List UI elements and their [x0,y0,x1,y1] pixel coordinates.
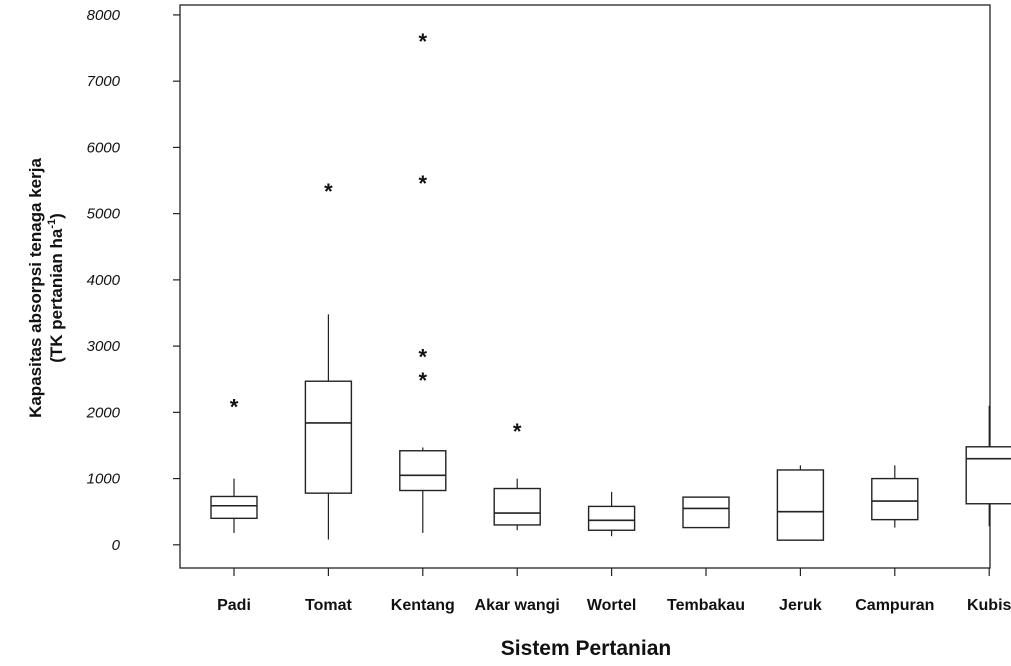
y-tick-label: 3000 [87,338,121,355]
y-tick-label: 0 [112,537,121,554]
outlier-marker: * [513,419,522,444]
y-axis: 0 1000 2000 3000 4000 5000 6000 7000 8000 [86,7,180,554]
x-tick-label: Campuran [855,597,934,614]
x-tick-label: Kubis [967,597,1011,614]
y-tick-label: 8000 [87,7,121,24]
x-axis: Padi Tomat Kentang Akar wangi Wortel Tembakau… [217,568,1011,614]
box-wortel [587,491,636,537]
x-tick-label: Padi [217,597,251,614]
x-tick-label: Akar wangi [475,597,560,614]
y-axis-unit-close: ) [47,213,66,219]
outlier-marker: * [324,179,333,204]
box [587,505,636,531]
y-axis-unit-superscript: -1 [46,219,58,229]
y-tick-label: 2000 [86,404,121,421]
outlier-marker: * [230,395,239,420]
y-axis-title-line2: (TK pertanian ha-1) [46,213,66,363]
y-axis-title-line1: Kapasitas absorpsi tenaga kerja [26,158,45,418]
x-tick-label: Wortel [587,597,636,614]
y-axis-unit: (TK pertanian ha [47,228,66,363]
y-tick-label: 4000 [87,272,121,289]
y-tick-label: 6000 [87,139,121,156]
box-tembakau [682,496,730,529]
y-axis-title: Kapasitas absorpsi tenaga kerja (TK pert… [26,158,66,418]
box-kentang: **** [399,29,447,533]
box-campuran [871,465,919,528]
box [493,487,541,526]
outlier-marker: * [419,171,428,196]
x-tick-label: Jeruk [779,597,822,614]
outlier-marker: * [419,344,428,369]
x-axis-title: Sistem Pertanian [501,637,671,660]
x-tick-label: Tomat [305,597,352,614]
box [871,477,919,521]
box-akar-wangi: * [493,419,541,531]
x-tick-label: Kentang [391,597,455,614]
box [776,469,825,541]
box [304,380,353,494]
box [399,450,447,492]
box [682,496,730,529]
box-jeruk [776,465,825,541]
outlier-marker: * [419,368,428,393]
box [210,495,258,520]
box-tomat: * [304,179,353,540]
y-tick-label: 5000 [87,206,121,223]
y-tick-label: 1000 [87,471,121,488]
plot-frame [179,4,991,569]
boxes: ******* [210,29,1011,541]
box [965,446,1011,505]
y-tick-label: 7000 [87,73,121,90]
x-tick-label: Tembakau [667,597,745,614]
box-padi: * [210,395,258,533]
outlier-marker: * [419,29,428,54]
box-kubis [965,405,1011,527]
